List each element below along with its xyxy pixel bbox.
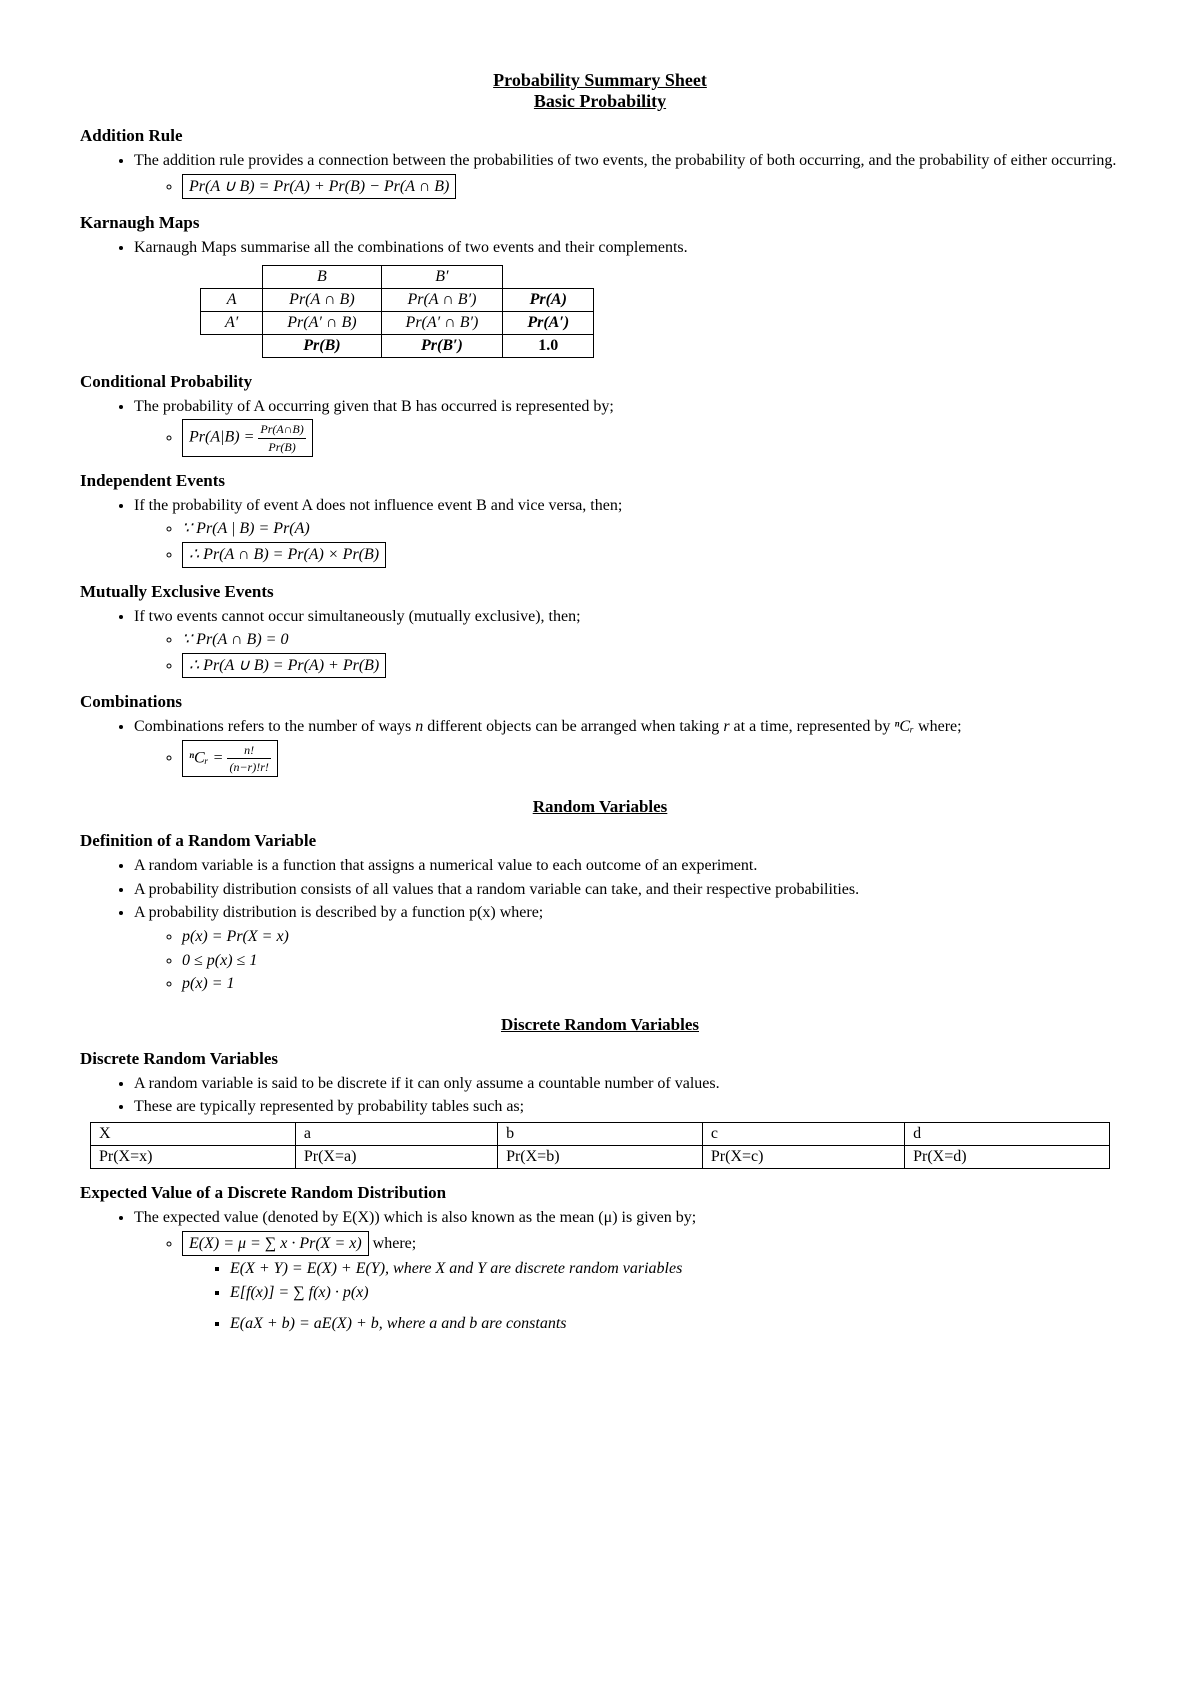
comb-ncr: ⁿCᵣ: [894, 718, 914, 735]
k-ra: A: [201, 288, 263, 311]
addition-desc: The addition rule provides a connection …: [134, 150, 1120, 172]
rv1: A random variable is a function that ass…: [134, 855, 1120, 877]
rv3b-math: 0 ≤ p(x) ≤ 1: [182, 952, 257, 969]
rv2: A probability distribution consists of a…: [134, 879, 1120, 901]
karnaugh-desc: Karnaugh Maps summarise all the combinat…: [134, 237, 1120, 259]
k-rap: A′: [201, 311, 263, 334]
section-random-variables: Random Variables: [80, 797, 1120, 817]
pt-r3: Pr(X=b): [498, 1146, 703, 1169]
k-hbp: B′: [381, 265, 503, 288]
rv3c-math: p(x) = 1: [182, 975, 235, 992]
indep1: ∵ Pr(A | B) = Pr(A): [182, 518, 1120, 540]
indep1-math: ∵ Pr(A | B) = Pr(A): [182, 520, 310, 537]
heading-combinations: Combinations: [80, 692, 1120, 712]
k-c13: Pr(A): [503, 288, 594, 311]
k-c21: Pr(A′ ∩ B): [263, 311, 381, 334]
comb-d2: different objects can be arranged when t…: [423, 718, 723, 735]
comb-lhs: ⁿCᵣ =: [189, 749, 227, 766]
indep2: ∴ Pr(A ∩ B) = Pr(A) × Pr(B): [182, 542, 386, 568]
rv3b: 0 ≤ p(x) ≤ 1: [182, 950, 1120, 972]
expected-where: where;: [369, 1235, 417, 1252]
expected-formula: E(X) = μ = ∑ x · Pr(X = x): [182, 1231, 369, 1257]
k-c23: Pr(A′): [503, 311, 594, 334]
comb-bot: (n−r)!r!: [227, 759, 270, 775]
expected-desc: The expected value (denoted by E(X)) whi…: [134, 1207, 1120, 1229]
pt-h5: d: [905, 1123, 1110, 1146]
rv3c: p(x) = 1: [182, 973, 1120, 995]
expected-formula-item: E(X) = μ = ∑ x · Pr(X = x) where;: [182, 1231, 1120, 1257]
pt-r5: Pr(X=d): [905, 1146, 1110, 1169]
mutex-desc: If two events cannot occur simultaneousl…: [134, 606, 1120, 628]
cond-lhs: Pr(A|B) =: [189, 429, 258, 446]
discrete1: A random variable is said to be discrete…: [134, 1073, 1120, 1095]
pt-h1: X: [91, 1123, 296, 1146]
rv3a-math: p(x) = Pr(X = x): [182, 928, 289, 945]
section-discrete-rv: Discrete Random Variables: [80, 1015, 1120, 1035]
pt-r1: Pr(X=x): [91, 1146, 296, 1169]
probability-table: X a b c d Pr(X=x) Pr(X=a) Pr(X=b) Pr(X=c…: [90, 1122, 1110, 1169]
k-c33: 1.0: [503, 334, 594, 357]
indep2-item: ∴ Pr(A ∩ B) = Pr(A) × Pr(B): [182, 542, 1120, 568]
combinations-formula: ⁿCᵣ = n!(n−r)!r!: [182, 740, 278, 777]
comb-d1: Combinations refers to the number of way…: [134, 718, 415, 735]
exp-c: E(aX + b) = aE(X) + b, where a and b are…: [230, 1313, 1120, 1335]
discrete2: These are typically represented by proba…: [134, 1096, 1120, 1118]
heading-conditional: Conditional Probability: [80, 372, 1120, 392]
k-c11: Pr(A ∩ B): [263, 288, 381, 311]
cond-top: Pr(A∩B): [258, 421, 305, 438]
conditional-formula-item: Pr(A|B) = Pr(A∩B)Pr(B): [182, 419, 1120, 456]
addition-formula-item: Pr(A ∪ B) = Pr(A) + Pr(B) − Pr(A ∩ B): [182, 174, 1120, 200]
heading-karnaugh: Karnaugh Maps: [80, 213, 1120, 233]
pt-r4: Pr(X=c): [702, 1146, 904, 1169]
k-c31: Pr(B): [263, 334, 381, 357]
k-c32: Pr(B′): [381, 334, 503, 357]
heading-expected: Expected Value of a Discrete Random Dist…: [80, 1183, 1120, 1203]
heading-addition: Addition Rule: [80, 126, 1120, 146]
exp-c-math: E(aX + b) = aE(X) + b, where a and b are…: [230, 1315, 566, 1332]
exp-b: E[f(x)] = ∑ f(x) · p(x): [230, 1282, 1120, 1304]
title-main: Probability Summary Sheet: [80, 70, 1120, 91]
combinations-desc: Combinations refers to the number of way…: [134, 716, 1120, 738]
k-c12: Pr(A ∩ B′): [381, 288, 503, 311]
karnaugh-table: BB′ APr(A ∩ B)Pr(A ∩ B′)Pr(A) A′Pr(A′ ∩ …: [200, 265, 594, 358]
comb-top: n!: [227, 742, 270, 759]
comb-d3: at a time, represented by: [730, 718, 895, 735]
combinations-formula-item: ⁿCᵣ = n!(n−r)!r!: [182, 740, 1120, 777]
rv3a: p(x) = Pr(X = x): [182, 926, 1120, 948]
heading-discrete: Discrete Random Variables: [80, 1049, 1120, 1069]
mutex2: ∴ Pr(A ∪ B) = Pr(A) + Pr(B): [182, 653, 386, 679]
cond-bot: Pr(B): [258, 439, 305, 455]
conditional-desc: The probability of A occurring given tha…: [134, 396, 1120, 418]
pt-h2: a: [295, 1123, 497, 1146]
title-sub: Basic Probability: [80, 91, 1120, 112]
pt-h3: b: [498, 1123, 703, 1146]
k-c22: Pr(A′ ∩ B′): [381, 311, 503, 334]
rv3: A probability distribution is described …: [134, 902, 1120, 924]
exp-b-math: E[f(x)] = ∑ f(x) · p(x): [230, 1284, 369, 1301]
comb-d4: where;: [914, 718, 962, 735]
mutex1: ∵ Pr(A ∩ B) = 0: [182, 629, 1120, 651]
k-hb: B: [263, 265, 381, 288]
conditional-formula: Pr(A|B) = Pr(A∩B)Pr(B): [182, 419, 313, 456]
heading-defrv: Definition of a Random Variable: [80, 831, 1120, 851]
addition-formula: Pr(A ∪ B) = Pr(A) + Pr(B) − Pr(A ∩ B): [182, 174, 456, 200]
independent-desc: If the probability of event A does not i…: [134, 495, 1120, 517]
exp-a-math: E(X + Y) = E(X) + E(Y), where X and Y ar…: [230, 1260, 682, 1277]
pt-h4: c: [702, 1123, 904, 1146]
pt-r2: Pr(X=a): [295, 1146, 497, 1169]
heading-independent: Independent Events: [80, 471, 1120, 491]
mutex1-math: ∵ Pr(A ∩ B) = 0: [182, 631, 288, 648]
exp-a: E(X + Y) = E(X) + E(Y), where X and Y ar…: [230, 1258, 1120, 1280]
mutex2-item: ∴ Pr(A ∪ B) = Pr(A) + Pr(B): [182, 653, 1120, 679]
heading-mutex: Mutually Exclusive Events: [80, 582, 1120, 602]
